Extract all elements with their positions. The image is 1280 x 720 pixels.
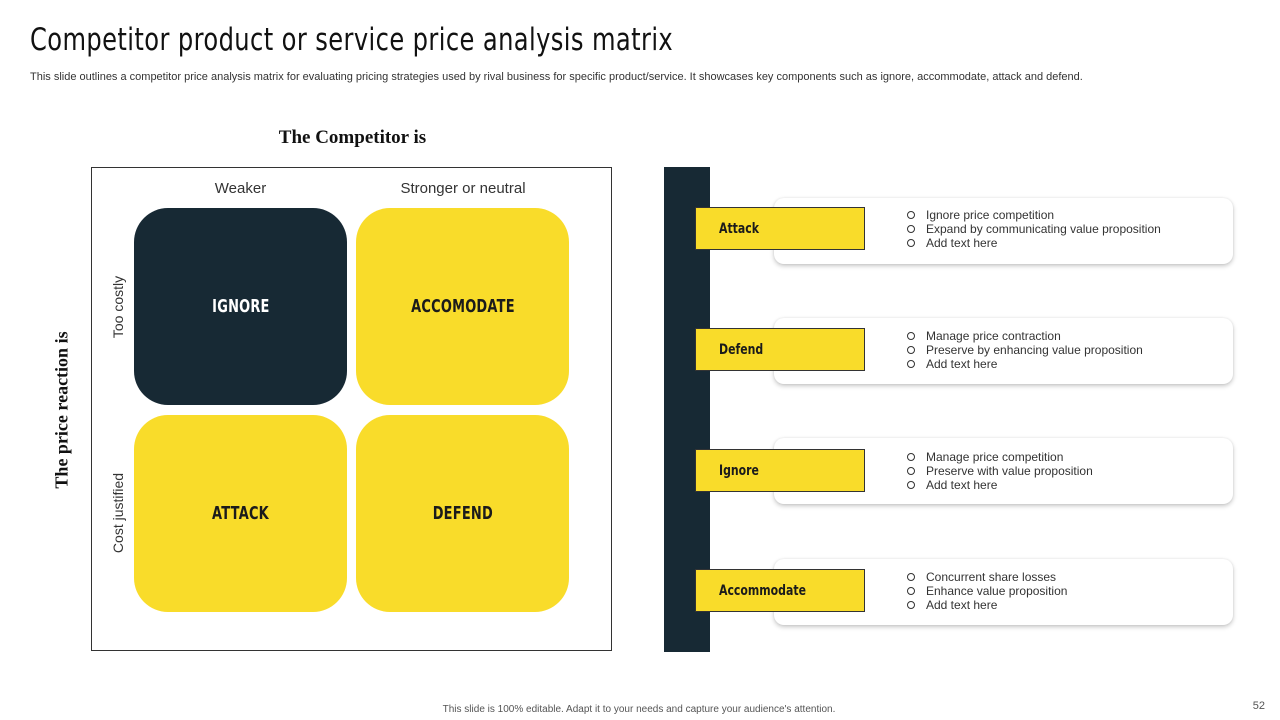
page-title: Competitor product or service price anal… bbox=[30, 22, 674, 58]
strategy-points-attack: Ignore price competition Expand by commu… bbox=[907, 208, 1161, 250]
quadrant-defend: DEFEND bbox=[356, 415, 569, 612]
column-label-stronger: Stronger or neutral bbox=[400, 180, 526, 197]
list-item: Preserve with value proposition bbox=[907, 464, 1093, 478]
strategy-tag-defend: Defend bbox=[695, 328, 865, 371]
strategy-tag-label: Attack bbox=[719, 220, 759, 237]
quadrant-ignore-label: IGNORE bbox=[211, 296, 270, 317]
competitor-heading: The Competitor is bbox=[278, 127, 427, 148]
page-number: 52 bbox=[1252, 700, 1265, 712]
quadrant-attack-label: ATTACK bbox=[212, 503, 269, 524]
list-item: Manage price competition bbox=[907, 450, 1093, 464]
strategy-tag-attack: Attack bbox=[695, 207, 865, 250]
strategy-tag-label: Ignore bbox=[719, 462, 759, 479]
strategy-tag-label: Defend bbox=[719, 341, 764, 358]
strategy-points-ignore: Manage price competition Preserve with v… bbox=[907, 450, 1093, 492]
quadrant-accomodate: ACCOMODATE bbox=[356, 208, 569, 405]
strategy-tag-ignore: Ignore bbox=[695, 449, 865, 492]
list-item: Concurrent share losses bbox=[907, 570, 1067, 584]
column-label-weaker: Weaker bbox=[214, 180, 267, 197]
list-item: Manage price contraction bbox=[907, 329, 1143, 343]
reaction-heading: The price reaction is bbox=[51, 331, 72, 489]
list-item: Expand by communicating value propositio… bbox=[907, 222, 1161, 236]
list-item: Add text here bbox=[907, 236, 1161, 250]
strategy-tag-accommodate: Accommodate bbox=[695, 569, 865, 612]
page-subtitle: This slide outlines a competitor price a… bbox=[30, 71, 1083, 83]
matrix-frame bbox=[91, 167, 612, 651]
list-item: Preserve by enhancing value proposition bbox=[907, 343, 1143, 357]
list-item: Add text here bbox=[907, 478, 1093, 492]
quadrant-defend-label: DEFEND bbox=[432, 503, 493, 524]
strategy-points-accommodate: Concurrent share losses Enhance value pr… bbox=[907, 570, 1067, 612]
footer-note: This slide is 100% editable. Adapt it to… bbox=[442, 704, 836, 715]
quadrant-accomodate-label: ACCOMODATE bbox=[410, 296, 515, 317]
quadrant-attack: ATTACK bbox=[134, 415, 347, 612]
list-item: Add text here bbox=[907, 357, 1143, 371]
list-item: Add text here bbox=[907, 598, 1067, 612]
list-item: Ignore price competition bbox=[907, 208, 1161, 222]
row-label-cost-justified: Cost justified bbox=[110, 472, 126, 554]
strategy-points-defend: Manage price contraction Preserve by enh… bbox=[907, 329, 1143, 371]
strategy-tag-label: Accommodate bbox=[719, 582, 806, 599]
list-item: Enhance value proposition bbox=[907, 584, 1067, 598]
quadrant-ignore: IGNORE bbox=[134, 208, 347, 405]
row-label-too-costly: Too costly bbox=[110, 275, 126, 339]
